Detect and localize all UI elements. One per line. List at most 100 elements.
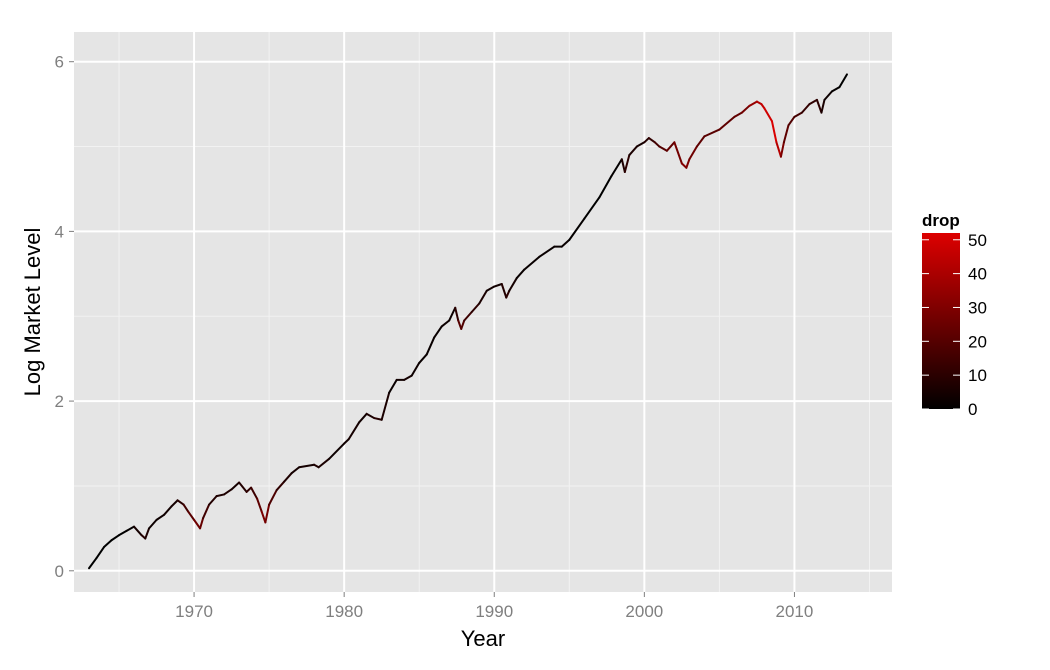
line-segment — [170, 499, 179, 508]
line-segment — [695, 135, 706, 148]
line-segment — [505, 289, 511, 299]
line-segment — [290, 466, 301, 475]
legend-label: 20 — [968, 332, 987, 351]
legend-label: 40 — [968, 265, 987, 284]
line-segment — [775, 141, 782, 158]
line-segment — [823, 90, 833, 101]
line-segment — [223, 488, 233, 496]
line-segment — [515, 268, 526, 280]
line-segment — [202, 503, 211, 520]
x-axis: 1970 1980 1990 2000 2010 — [175, 592, 813, 621]
line-segment — [793, 111, 803, 118]
line-segment — [815, 98, 823, 114]
line-segment — [176, 499, 185, 506]
line-segment — [820, 98, 826, 114]
line-segment — [703, 128, 721, 138]
line-segment — [485, 285, 496, 292]
line-segment — [460, 319, 466, 330]
line-segment — [230, 481, 241, 491]
line-segment — [182, 503, 190, 513]
line-segment — [208, 495, 218, 506]
y-tick-label: 2 — [55, 392, 64, 411]
line-segment — [623, 154, 631, 173]
line-segment — [478, 289, 488, 305]
line-segment — [598, 175, 613, 199]
line-segment — [800, 103, 811, 114]
line-segment — [163, 505, 173, 516]
x-tick-label: 1980 — [325, 602, 363, 621]
major-gridlines — [74, 32, 892, 592]
legend-label: 0 — [968, 400, 977, 419]
y-tick-label: 6 — [55, 53, 64, 72]
color-legend: drop 0 10 20 30 40 50 — [922, 211, 987, 419]
legend-title: drop — [922, 211, 960, 230]
line-segment — [110, 534, 121, 542]
line-segment — [88, 557, 98, 570]
line-segment — [763, 107, 773, 123]
line-segment — [733, 111, 743, 118]
legend-label: 10 — [968, 366, 987, 385]
line-segment — [454, 306, 460, 322]
line-segment — [808, 98, 818, 106]
line-segment — [388, 378, 398, 394]
line-segment — [830, 86, 841, 93]
line-segment — [187, 510, 196, 521]
line-segment — [268, 489, 278, 506]
line-segment — [118, 529, 128, 537]
y-axis: 0 2 4 6 — [55, 53, 74, 581]
line-segment — [95, 546, 106, 560]
line-segment — [718, 115, 736, 131]
legend-ticks: 0 10 20 30 40 50 — [922, 231, 987, 419]
line-segment — [673, 141, 683, 165]
line-segment — [425, 336, 436, 356]
line-segment — [199, 517, 205, 530]
line-segment — [620, 158, 626, 173]
line-segment — [155, 513, 166, 521]
x-tick-label: 1970 — [175, 602, 213, 621]
line-segment — [463, 311, 473, 322]
line-segment — [523, 255, 541, 271]
line-segment — [665, 141, 676, 152]
line-segment — [658, 145, 668, 152]
line-segment — [133, 525, 143, 537]
line-segment — [144, 527, 151, 540]
line-segment — [264, 503, 271, 524]
line-segment — [685, 158, 691, 169]
x-tick-label: 1990 — [475, 602, 513, 621]
line-segment — [317, 457, 331, 469]
plot-panel — [74, 32, 892, 592]
line-segment — [125, 525, 136, 532]
line-segment — [688, 145, 698, 161]
line-segment — [740, 104, 751, 114]
line-segment — [275, 480, 286, 492]
line-segment — [365, 412, 376, 420]
line-segment — [410, 361, 421, 377]
line-segment — [770, 120, 778, 144]
line-segment — [373, 417, 383, 421]
line-segment — [193, 518, 202, 530]
x-tick-label: 2000 — [625, 602, 663, 621]
line-segment — [215, 493, 226, 498]
line-segment — [380, 391, 391, 421]
line-segment — [500, 283, 508, 299]
line-segment — [448, 306, 457, 322]
line-segment — [470, 302, 481, 313]
line-segment — [433, 325, 443, 339]
y-axis-title: Log Market Level — [20, 228, 45, 397]
line-series — [88, 73, 848, 570]
line-segment — [643, 137, 650, 144]
line-segment — [838, 73, 848, 89]
line-segment — [508, 277, 518, 292]
line-segment — [440, 319, 451, 328]
line-segment — [610, 158, 623, 178]
line-segment — [538, 245, 556, 258]
line-segment — [635, 141, 646, 148]
x-axis-title: Year — [461, 626, 505, 651]
line-segment — [782, 124, 790, 144]
legend-label: 50 — [968, 231, 987, 250]
line-segment — [493, 283, 503, 288]
line-segment — [283, 472, 293, 483]
line-segment — [787, 115, 796, 127]
line-segment — [358, 412, 368, 424]
